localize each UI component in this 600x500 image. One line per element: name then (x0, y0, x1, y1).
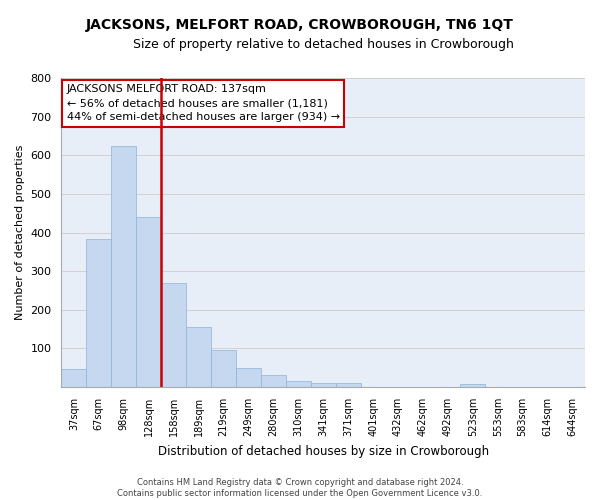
Bar (186, 327, 211, 387)
Y-axis label: Number of detached properties: Number of detached properties (15, 145, 25, 320)
Bar (136, 217, 161, 387)
X-axis label: Distribution of detached houses by size in Crowborough: Distribution of detached houses by size … (158, 444, 489, 458)
Bar (286, 382, 311, 387)
Text: Contains HM Land Registry data © Crown copyright and database right 2024.
Contai: Contains HM Land Registry data © Crown c… (118, 478, 482, 498)
Bar (211, 350, 236, 387)
Bar (311, 383, 335, 387)
Bar (111, 146, 136, 387)
Bar (335, 383, 361, 387)
Bar (460, 384, 485, 387)
Bar (86, 239, 111, 387)
Title: Size of property relative to detached houses in Crowborough: Size of property relative to detached ho… (133, 38, 514, 51)
Text: JACKSONS, MELFORT ROAD, CROWBOROUGH, TN6 1QT: JACKSONS, MELFORT ROAD, CROWBOROUGH, TN6… (86, 18, 514, 32)
Bar (61, 368, 86, 387)
Bar (236, 368, 261, 387)
Bar (161, 283, 186, 387)
Text: JACKSONS MELFORT ROAD: 137sqm
← 56% of detached houses are smaller (1,181)
44% o: JACKSONS MELFORT ROAD: 137sqm ← 56% of d… (67, 84, 340, 122)
Bar (261, 376, 286, 387)
